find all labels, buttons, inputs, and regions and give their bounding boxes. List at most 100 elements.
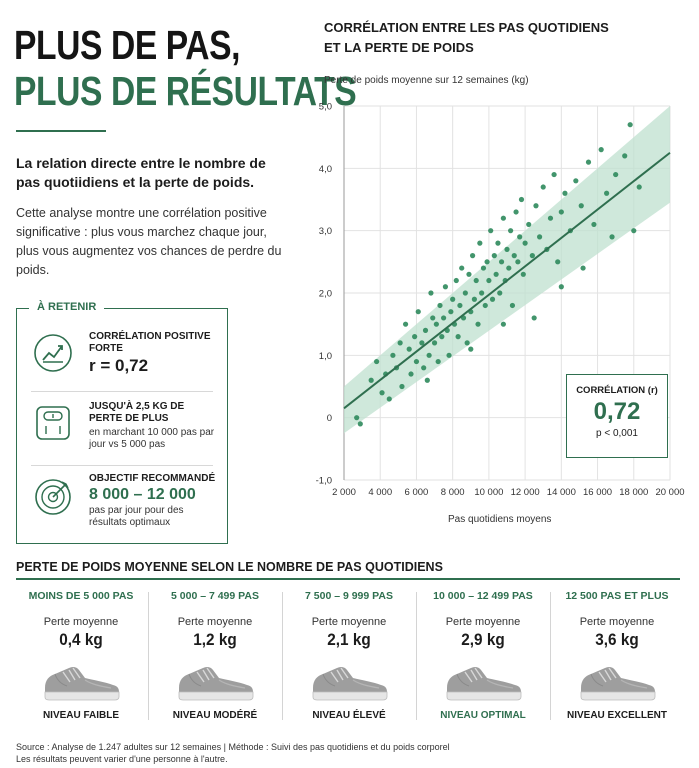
data-point: [431, 340, 438, 346]
data-point: [480, 265, 487, 271]
category-column: 7 500 – 9 999 PAS Perte moyenne 2,1 kg NIVE…: [282, 588, 416, 728]
category-value: 3,6 kg: [595, 630, 639, 649]
data-point: [441, 315, 447, 321]
data-point: [488, 228, 494, 234]
data-point: [497, 290, 503, 296]
correlation-title: CORRÉLATION (r): [576, 385, 658, 396]
headline-divider: [16, 130, 106, 132]
data-point: [509, 302, 516, 309]
correlation-value: 0,72: [593, 398, 641, 425]
x-tick-label: 2 000: [332, 487, 356, 498]
x-tick-label: 12 000: [511, 487, 540, 498]
y-tick-label: -1,0: [316, 476, 332, 487]
data-point: [386, 396, 392, 402]
data-point: [482, 302, 488, 309]
x-tick-label: 18 000: [619, 487, 648, 498]
y-tick-label: 2,0: [319, 289, 332, 300]
data-point: [520, 271, 526, 277]
sneaker-icon: [446, 666, 522, 701]
data-point: [636, 184, 642, 190]
section-divider: [16, 578, 680, 580]
category-divider: [282, 592, 283, 720]
key-point-divider: [31, 465, 213, 466]
category-column: 10 000 – 12 499 PAS Perte moyenne 2,9 kg NI…: [416, 588, 550, 728]
key-point-divider: [31, 391, 213, 392]
data-point: [537, 234, 543, 240]
key-points-box: À RETENIR CORRÉLATION POSITIVE FORTE r =…: [16, 301, 228, 544]
category-range: MOINS DE 5 000 PAS: [28, 590, 134, 602]
data-point: [498, 259, 505, 265]
correlation-p-value: p < 0,001: [596, 428, 638, 439]
x-tick-label: 8 000: [441, 487, 465, 498]
category-stat-label: Perte moyenne: [177, 616, 253, 628]
y-tick-label: 3,0: [319, 226, 332, 237]
chart-y-axis-label: Perte de poids moyenne sur 12 semaines (…: [324, 75, 529, 86]
data-point: [453, 277, 459, 284]
category-stat-label: Perte moyenne: [579, 616, 655, 628]
data-point: [484, 259, 490, 265]
category-value: 1,2 kg: [193, 630, 237, 649]
sneaker-icon: [580, 666, 656, 701]
key-point-1-head: CORRÉLATION POSITIVE FORTE: [89, 331, 211, 354]
category-stat-label: Perte moyenne: [311, 616, 387, 628]
category-level: NIVEAU EXCELLENT: [566, 710, 667, 721]
data-point: [459, 265, 465, 271]
category-stat-label: Perte moyenne: [445, 616, 521, 628]
data-point: [513, 209, 519, 215]
data-point: [511, 253, 517, 259]
key-point-1-value: r = 0,72: [89, 356, 149, 375]
data-point: [500, 321, 506, 327]
chart-x-axis-label: Pas quotidiens moyens: [448, 514, 552, 525]
key-point-correlation: CORRÉLATION POSITIVE FORTE r = 0,72: [31, 327, 217, 387]
trend-chart-icon: [34, 334, 72, 372]
data-point: [397, 340, 403, 346]
target-icon: [35, 479, 71, 515]
data-point: [504, 246, 510, 252]
data-point: [591, 221, 597, 228]
y-tick-label: 4,0: [319, 164, 332, 175]
category-column: 5 000 – 7 499 PAS Perte moyenne 1,2 kg NIVE…: [148, 588, 282, 728]
data-point: [402, 321, 409, 327]
x-tick-label: 16 000: [583, 487, 612, 498]
source-line-1: Source : Analyse de 1.247 adultes sur 12…: [16, 742, 450, 752]
y-tick-label: 1,0: [319, 351, 332, 362]
data-point: [631, 228, 637, 234]
data-point: [374, 358, 380, 365]
y-tick-label: 5,0: [319, 102, 332, 113]
data-point: [529, 253, 535, 259]
data-point: [426, 352, 432, 358]
category-divider: [148, 592, 149, 720]
data-point: [627, 122, 633, 128]
category-level: NIVEAU FAIBLE: [42, 710, 120, 721]
data-point: [448, 309, 454, 315]
data-point: [469, 253, 476, 259]
data-point: [580, 265, 586, 271]
key-point-3-head: OBJECTIF RECOMMANDÉ: [89, 473, 216, 484]
x-tick-label: 14 000: [547, 487, 576, 498]
data-point: [573, 178, 579, 184]
data-point: [479, 290, 485, 296]
data-point: [354, 415, 360, 421]
data-point: [442, 284, 449, 290]
headline-line-1: PLUS DE PAS,: [14, 22, 241, 68]
category-column: 12 500 PAS ET PLUS Perte moyenne 3,6 kg NIV…: [550, 588, 684, 728]
data-point: [613, 171, 619, 178]
data-point: [406, 346, 412, 352]
trend-line: [343, 151, 671, 410]
data-point: [609, 234, 615, 240]
data-point: [622, 153, 628, 159]
category-value: 2,9 kg: [461, 630, 505, 649]
data-point: [471, 296, 477, 302]
key-points-title: À RETENIR: [29, 301, 105, 313]
data-point: [413, 358, 420, 365]
x-tick-label: 4 000: [368, 487, 392, 498]
data-point: [555, 259, 561, 265]
data-point: [518, 196, 525, 203]
key-point-target: OBJECTIF RECOMMANDÉ 8 000 – 12 000 pas p…: [31, 471, 217, 541]
y-tick-label: 0: [327, 413, 332, 424]
data-point: [357, 421, 363, 427]
data-point: [439, 334, 445, 340]
data-point: [450, 296, 456, 302]
data-point: [368, 377, 374, 383]
data-point: [531, 315, 537, 321]
